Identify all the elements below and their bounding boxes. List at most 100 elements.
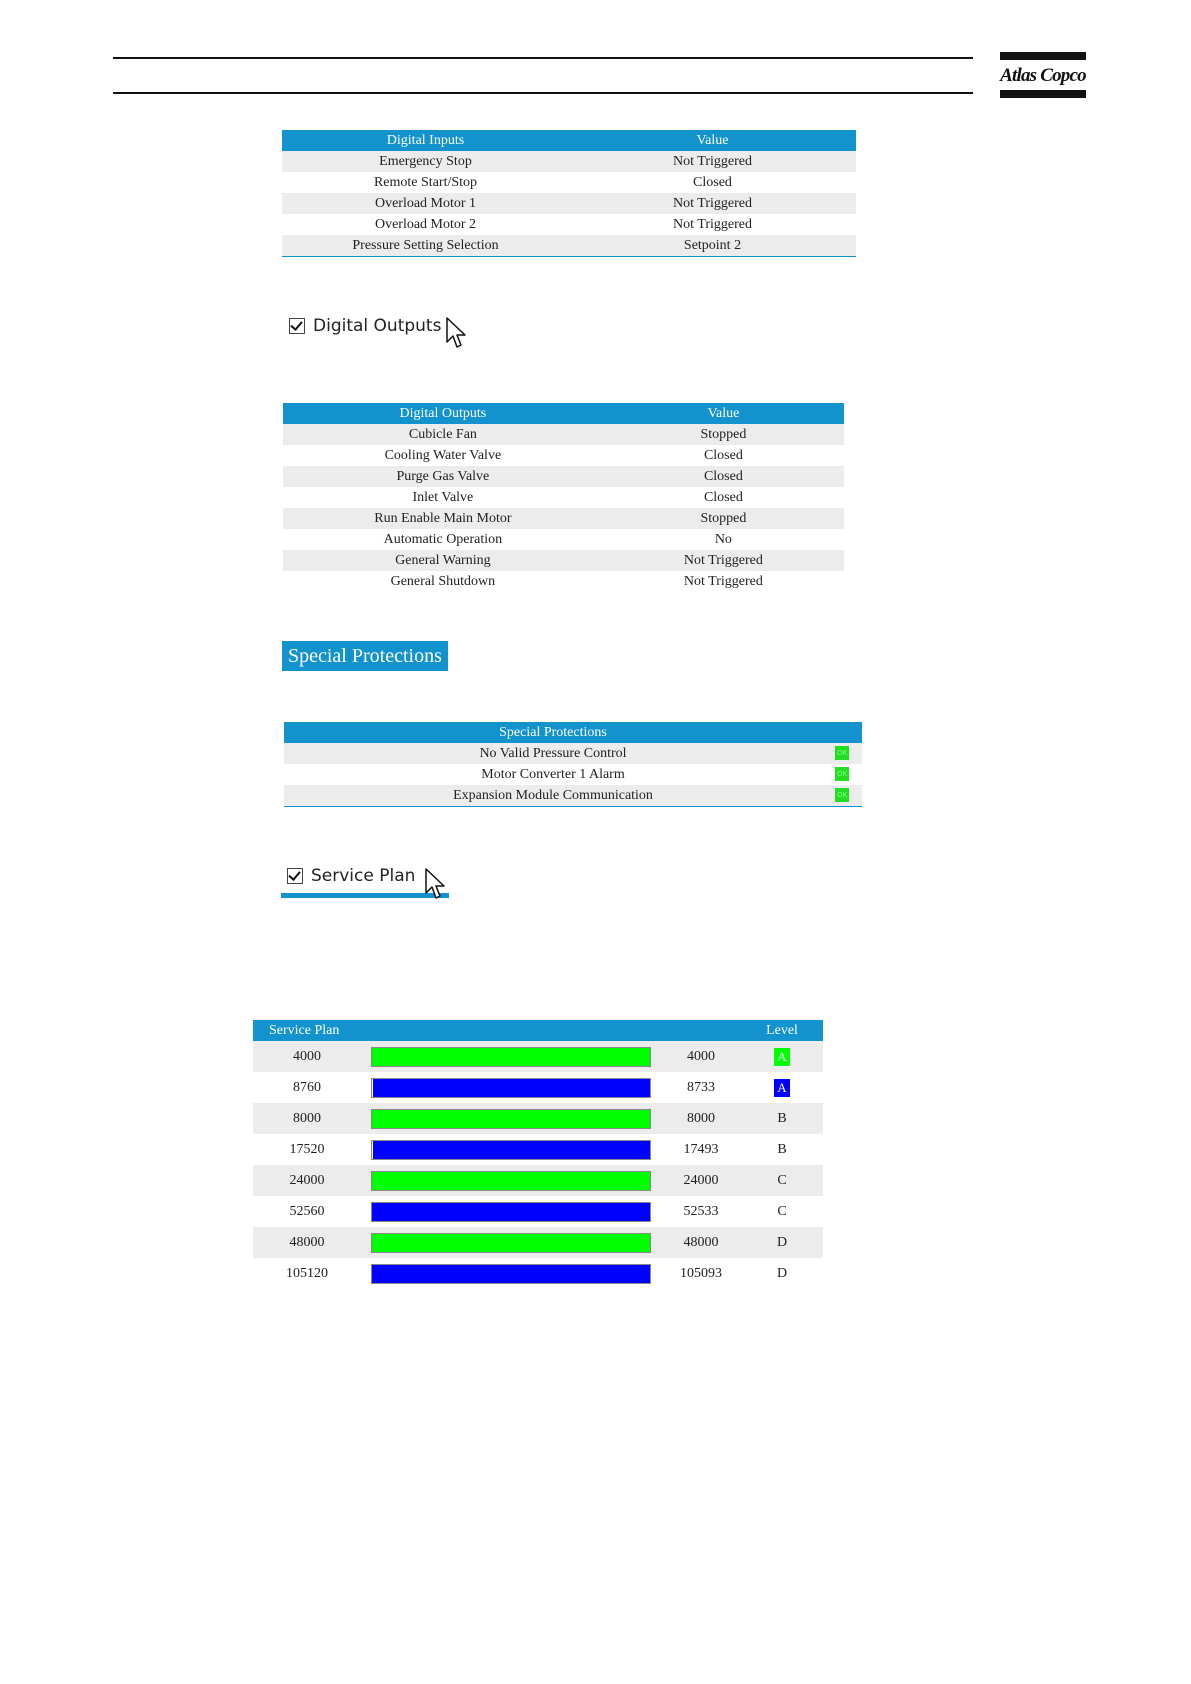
table-row: General Warning Not Triggered (283, 550, 844, 571)
service-progress-fill (372, 1171, 650, 1190)
ok-icon: OK (835, 746, 849, 761)
output-value: Closed (602, 466, 844, 487)
service-interval: 48000 (253, 1227, 361, 1258)
column-header-status (822, 722, 862, 743)
table-row: No Valid Pressure Control OK (284, 743, 862, 764)
checkbox-checked-icon[interactable] (289, 318, 305, 334)
service-progress-bar (371, 1263, 651, 1284)
table-row: Cubicle Fan Stopped (283, 424, 844, 445)
service-interval: 52560 (289, 1203, 325, 1219)
protection-name: Motor Converter 1 Alarm (481, 766, 625, 782)
protection-status: OK (822, 743, 862, 764)
service-progress-cell (361, 1103, 661, 1134)
ok-icon: OK (835, 788, 849, 803)
header-rule-bottom (113, 92, 973, 94)
service-interval: 17520 (289, 1141, 325, 1157)
service-plan-row: 52560 52533 C (253, 1196, 823, 1227)
mouse-pointer-icon (446, 317, 466, 348)
service-plan-tab-indicator (281, 893, 449, 898)
checkbox-checked-icon[interactable] (287, 868, 303, 884)
output-value: Closed (703, 489, 743, 505)
digital-inputs-table: Digital Inputs Value Emergency Stop Not … (282, 130, 856, 257)
service-level: C (777, 1172, 787, 1188)
table-row: Expansion Module Communication OK (284, 785, 862, 807)
output-name: Inlet Valve (412, 489, 474, 505)
output-value: Stopped (602, 508, 844, 529)
table-row: Emergency Stop Not Triggered (282, 151, 856, 172)
brand-logo: Atlas Copco (1000, 52, 1087, 98)
service-level: B (777, 1110, 787, 1126)
input-value: Setpoint 2 (569, 235, 856, 257)
service-progress-fill (372, 1078, 650, 1097)
table-row: Overload Motor 1 Not Triggered (282, 193, 856, 214)
service-remaining: 48000 (661, 1227, 741, 1258)
service-progress-bar (371, 1046, 651, 1067)
output-value: No (714, 531, 732, 547)
table-row: General Shutdown Not Triggered (283, 571, 844, 592)
service-level: A (774, 1047, 790, 1066)
service-remaining: 52533 (683, 1203, 719, 1219)
table-row: Remote Start/Stop Closed (282, 172, 856, 193)
service-interval: 24000 (253, 1165, 361, 1196)
service-plan-row: 4000 4000 A (253, 1041, 823, 1072)
table-row: Run Enable Main Motor Stopped (283, 508, 844, 529)
service-remaining: 4000 (661, 1041, 741, 1072)
column-header: Service Plan (253, 1020, 661, 1041)
service-level: A (774, 1078, 790, 1097)
service-interval: 8000 (253, 1103, 361, 1134)
service-progress-bar (371, 1170, 651, 1191)
service-progress-bar (371, 1201, 651, 1222)
service-level-cell: B (741, 1134, 823, 1165)
column-header: Value (569, 130, 856, 151)
service-progress-fill (372, 1233, 650, 1252)
service-level: D (776, 1234, 788, 1250)
service-progress-cell (361, 1134, 661, 1165)
service-level-cell: C (741, 1165, 823, 1196)
digital-outputs-toggle[interactable]: Digital Outputs (289, 316, 441, 336)
service-level: D (776, 1265, 788, 1281)
service-level: B (777, 1141, 787, 1157)
table-row: Overload Motor 2 Not Triggered (282, 214, 856, 235)
service-remaining: 8733 (687, 1079, 715, 1095)
output-name: Run Enable Main Motor (283, 508, 603, 529)
output-name: Automatic Operation (383, 531, 503, 547)
service-plan-toggle[interactable]: Service Plan (287, 866, 415, 886)
input-name: Overload Motor 2 (374, 216, 477, 232)
service-progress-fill (372, 1109, 650, 1128)
service-level-cell: D (741, 1258, 823, 1289)
table-row: Pressure Setting Selection Setpoint 2 (282, 235, 856, 257)
service-plan-row: 24000 24000 C (253, 1165, 823, 1196)
service-level-cell: A (741, 1072, 823, 1103)
brand-name: Atlas Copco (1000, 65, 1086, 86)
input-value: Not Triggered (673, 216, 752, 232)
input-value: Not Triggered (569, 151, 856, 172)
service-remaining: 17493 (683, 1141, 719, 1157)
service-plan-row: 17520 17493 B (253, 1134, 823, 1165)
table-row: Automatic Operation No (283, 529, 844, 550)
header-rule-top (113, 57, 973, 59)
table-row: Purge Gas Valve Closed (283, 466, 844, 487)
input-name: Emergency Stop (282, 151, 569, 172)
service-progress-bar (371, 1077, 651, 1098)
special-protections-table: Special Protections No Valid Pressure Co… (284, 722, 862, 807)
output-name: General Shutdown (390, 573, 496, 589)
service-progress-cell (361, 1041, 661, 1072)
table-row: Inlet Valve Closed (283, 487, 844, 508)
service-progress-fill (372, 1264, 650, 1283)
service-progress-cell (361, 1258, 661, 1289)
service-progress-cell (361, 1227, 661, 1258)
ok-icon: OK (835, 767, 849, 782)
input-value: Not Triggered (569, 193, 856, 214)
service-progress-bar (371, 1139, 651, 1160)
service-plan-row: 8760 8733 A (253, 1072, 823, 1103)
service-level-cell: A (741, 1041, 823, 1072)
mouse-pointer-icon (425, 868, 445, 899)
service-interval: 105120 (286, 1265, 328, 1281)
input-name: Overload Motor 1 (282, 193, 569, 214)
protection-name: Expansion Module Communication (284, 785, 822, 807)
table-row: Motor Converter 1 Alarm OK (284, 764, 862, 785)
service-interval: 8760 (293, 1079, 321, 1095)
service-plan-row: 8000 8000 B (253, 1103, 823, 1134)
service-progress-cell (361, 1165, 661, 1196)
column-header: Digital Inputs (282, 130, 569, 151)
